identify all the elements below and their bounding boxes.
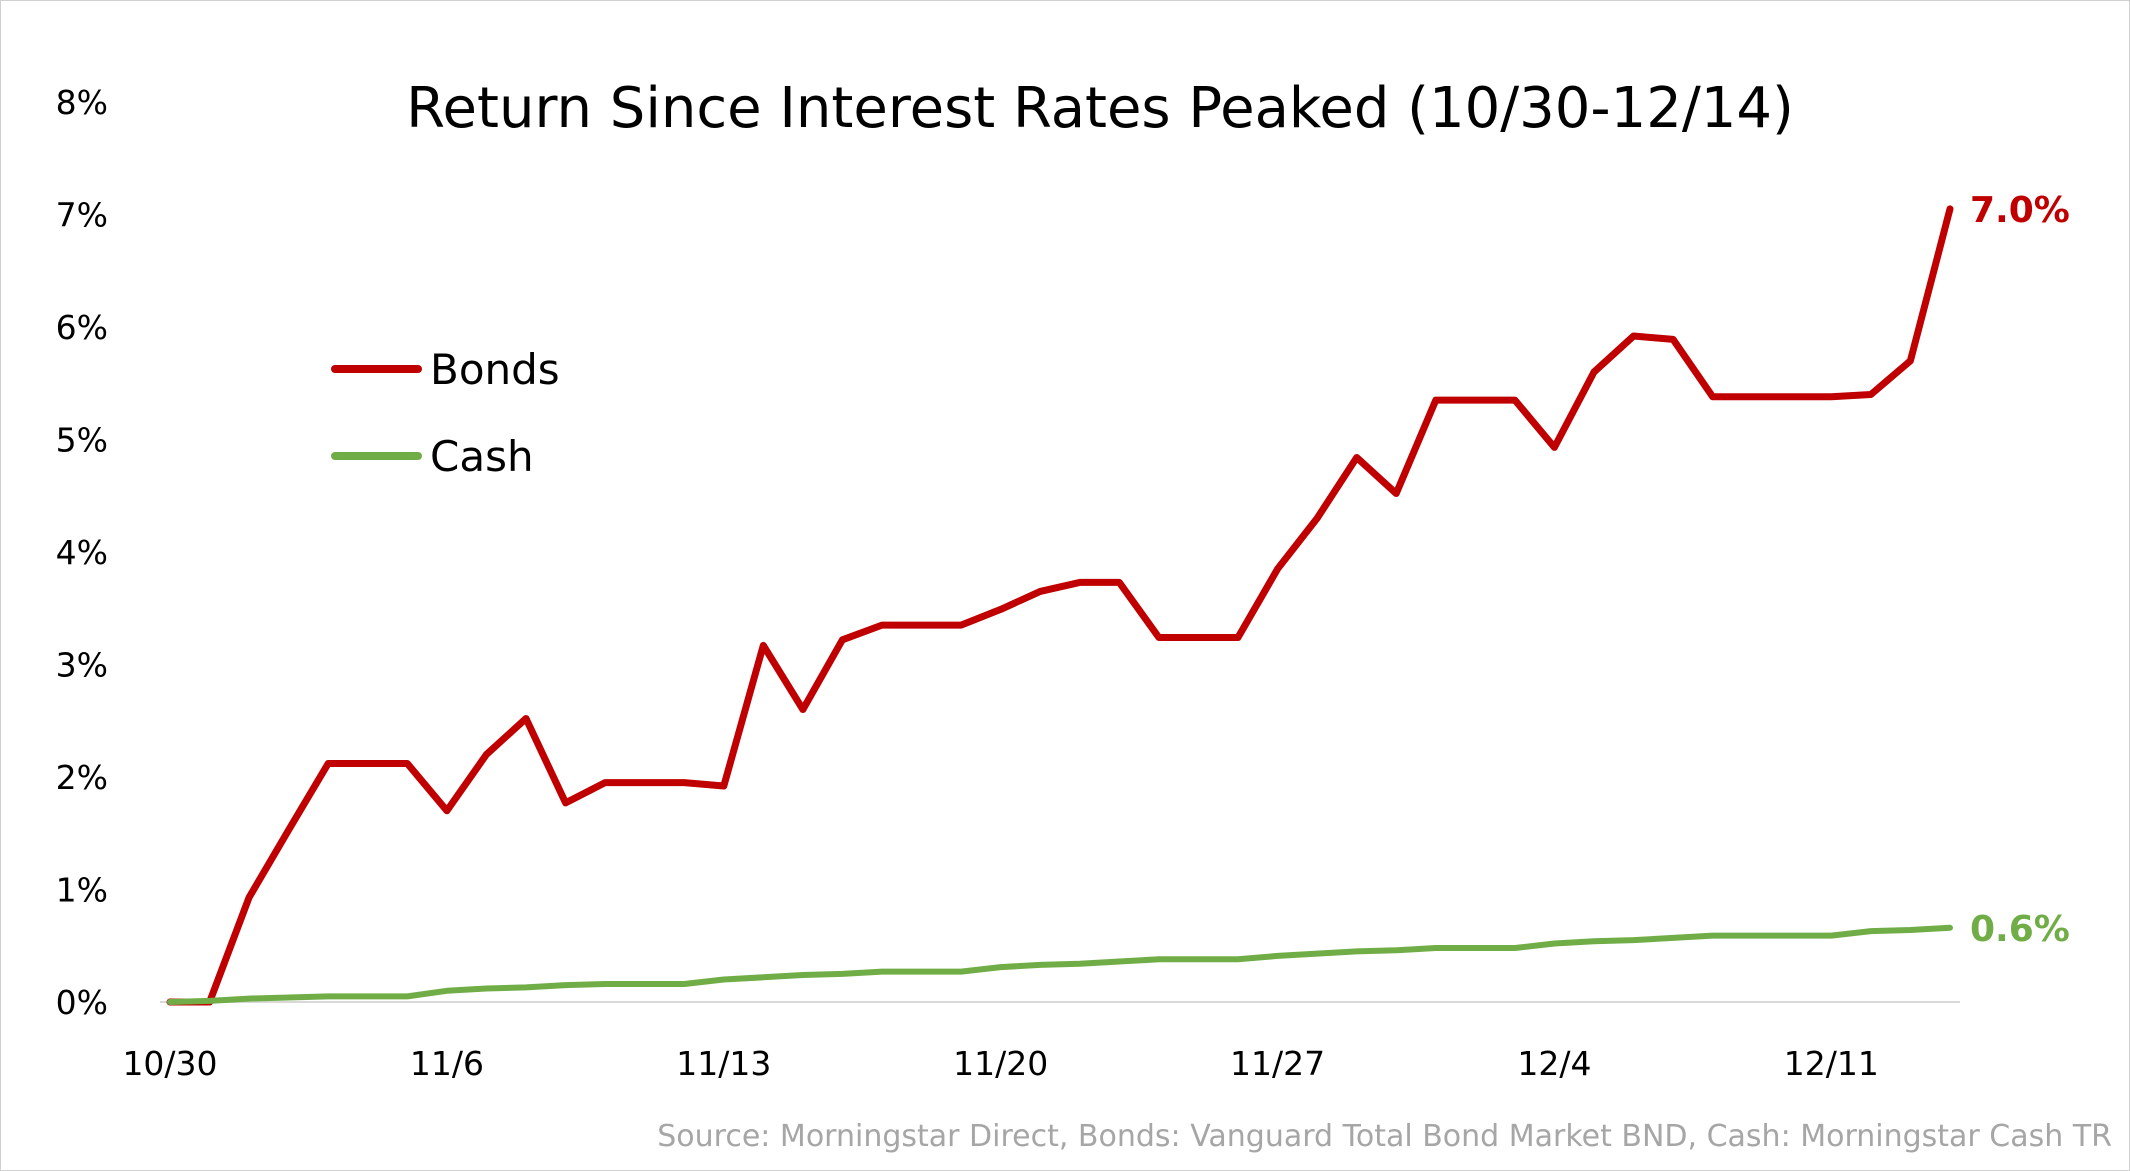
legend-cash-label: Cash <box>430 432 534 481</box>
x-axis-tick-labels: 10/30 11/6 11/13 11/20 11/27 12/4 12/11 <box>122 1044 1878 1083</box>
x-tick-label: 11/27 <box>1230 1044 1325 1083</box>
legend-bonds-label: Bonds <box>430 345 560 394</box>
end-label-cash: 0.6% <box>1970 909 2070 950</box>
y-tick-label: 6% <box>56 308 108 347</box>
end-label-bonds: 7.0% <box>1970 190 2070 231</box>
y-tick-label: 1% <box>56 871 108 910</box>
y-tick-label: 3% <box>56 646 108 685</box>
x-tick-label: 11/6 <box>410 1044 484 1083</box>
y-tick-label: 5% <box>56 421 108 460</box>
y-tick-label: 2% <box>56 758 108 797</box>
x-tick-label: 12/11 <box>1784 1044 1879 1083</box>
series-end-labels: 7.0% 0.6% <box>1970 190 2070 950</box>
source-note: Source: Morningstar Direct, Bonds: Vangu… <box>657 1119 2112 1154</box>
x-tick-label: 10/30 <box>122 1044 217 1083</box>
x-tick-label: 12/4 <box>1517 1044 1591 1083</box>
legend: Bonds Cash <box>331 345 560 481</box>
y-axis-tick-labels: 0% 1% 2% 3% 4% 5% 6% 7% 8% <box>56 83 108 1022</box>
x-tick-label: 11/20 <box>953 1044 1048 1083</box>
series-line-bonds <box>166 205 1954 1006</box>
series-lines <box>166 205 1954 1006</box>
y-tick-label: 0% <box>56 983 108 1022</box>
x-tick-label: 11/13 <box>676 1044 771 1083</box>
y-tick-label: 4% <box>56 533 108 572</box>
chart-title: Return Since Interest Rates Peaked (10/3… <box>406 76 1794 141</box>
y-tick-label: 8% <box>56 83 108 122</box>
series-line-cash <box>167 924 1953 1005</box>
y-tick-label: 7% <box>56 196 108 235</box>
